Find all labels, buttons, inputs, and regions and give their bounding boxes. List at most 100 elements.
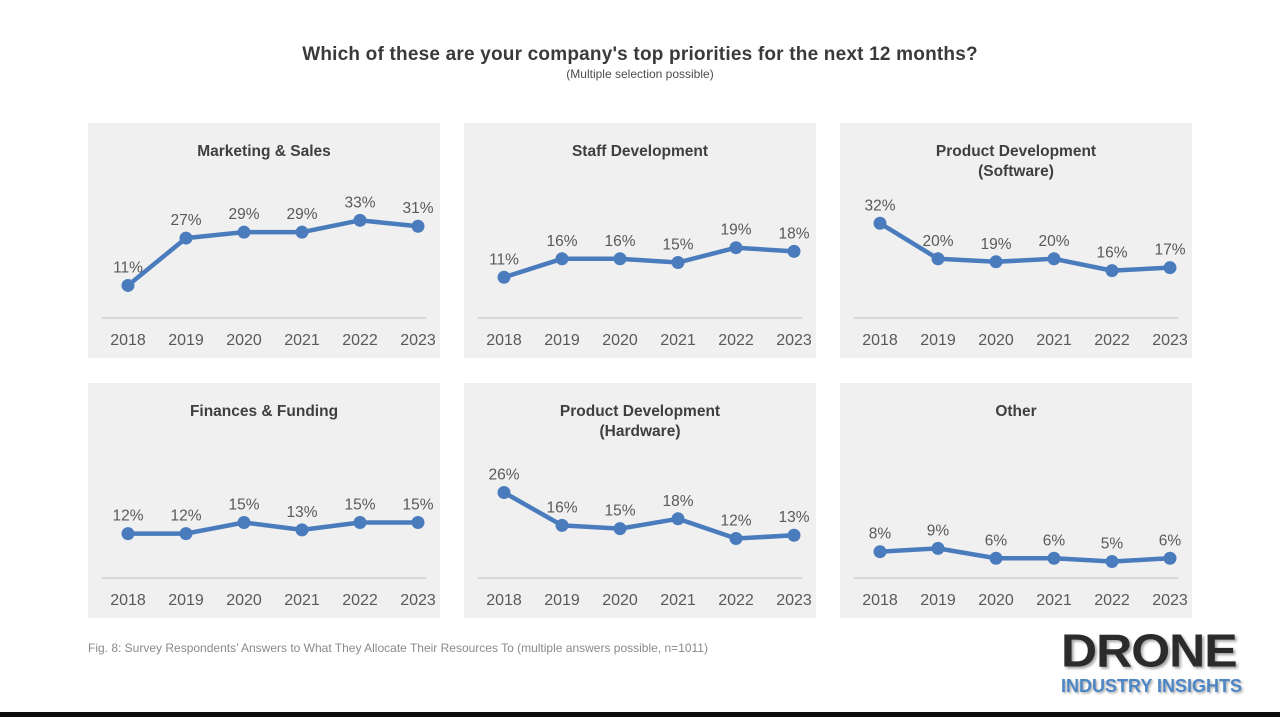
data-point-marker <box>1163 261 1177 275</box>
data-point-marker <box>497 270 511 284</box>
year-tick-label: 2020 <box>226 592 262 609</box>
trend-line <box>125 218 421 288</box>
data-point-label: 19% <box>980 236 1011 253</box>
chart-panel-other: 8% 2018 9% 2019 6% 2020 6% 2021 5% 2022 6% 2023 Oth… <box>840 383 1192 618</box>
year-tick-label: 2018 <box>862 332 898 349</box>
data-point-marker <box>237 516 251 529</box>
data-point-label: 6% <box>1043 532 1066 549</box>
data-point-label: 32% <box>864 197 895 214</box>
data-point-marker <box>787 528 801 542</box>
data-point-label: 18% <box>662 493 693 510</box>
data-point-marker <box>411 219 425 233</box>
year-tick-label: 2019 <box>168 592 204 609</box>
year-tick-label: 2019 <box>168 332 204 349</box>
line-chart: 11% 2018 27% 2019 29% 2020 29% 2021 33% 2022 31% 20… <box>102 194 436 349</box>
year-tick-label: 2018 <box>862 592 898 609</box>
data-point-label: 11% <box>113 259 143 276</box>
data-point-marker <box>1047 252 1061 266</box>
year-tick-label: 2021 <box>660 592 696 609</box>
line-chart: 12% 2018 12% 2019 15% 2020 13% 2021 15% 2022 15% 20… <box>102 497 436 609</box>
data-point-marker <box>1105 555 1119 569</box>
data-point-marker <box>873 545 887 559</box>
data-point-label: 20% <box>922 233 953 250</box>
year-tick-label: 2022 <box>342 592 378 609</box>
data-point-label: 12% <box>112 508 143 525</box>
data-point-label: 15% <box>604 503 635 520</box>
data-point-label: 13% <box>286 504 317 521</box>
year-tick-label: 2022 <box>718 592 754 609</box>
data-point-marker <box>671 512 685 526</box>
data-point-label: 15% <box>344 497 375 514</box>
bottom-divider <box>0 712 1280 717</box>
year-tick-label: 2019 <box>920 332 956 349</box>
year-tick-label: 2023 <box>400 592 436 609</box>
data-point-marker <box>787 244 801 258</box>
data-point-marker <box>179 231 193 245</box>
year-tick-label: 2018 <box>486 332 522 349</box>
logo-tagline: INDUSTRY INSIGHTS <box>1061 676 1243 696</box>
data-point-label: 11% <box>489 251 519 268</box>
data-point-marker <box>1163 551 1177 565</box>
data-point-marker <box>989 551 1003 565</box>
data-point-marker <box>989 255 1003 269</box>
data-point-label: 6% <box>985 532 1008 549</box>
data-point-marker <box>873 216 887 230</box>
line-chart: 11% 2018 16% 2019 16% 2020 15% 2021 19% 2022 18% 20… <box>478 222 812 349</box>
data-point-label: 33% <box>344 194 375 211</box>
chart-panel-marketing-sales: 11% 2018 27% 2019 29% 2020 29% 2021 33% 2022 31% 20… <box>88 123 440 358</box>
data-point-label: 15% <box>662 237 693 254</box>
chart-panel-product-dev-hardware: 26% 2018 16% 2019 15% 2020 18% 2021 12% 2022 13% 20… <box>464 383 816 618</box>
year-tick-label: 2018 <box>110 332 146 349</box>
year-tick-label: 2020 <box>226 332 262 349</box>
data-point-label: 16% <box>546 499 577 516</box>
drone-industry-insights-logo: DRONE INDUSTRY INSIGHTS <box>1061 628 1251 695</box>
data-point-label: 12% <box>170 508 201 525</box>
year-tick-label: 2021 <box>284 332 320 349</box>
data-point-marker <box>555 252 569 266</box>
year-tick-label: 2023 <box>400 332 436 349</box>
line-chart: 26% 2018 16% 2019 15% 2020 18% 2021 12% 2022 13% 20… <box>478 466 812 609</box>
page-subtitle: (Multiple selection possible) <box>566 67 714 81</box>
year-tick-label: 2019 <box>544 332 580 349</box>
year-tick-label: 2023 <box>1152 332 1188 349</box>
year-tick-label: 2018 <box>110 592 146 609</box>
data-point-label: 27% <box>170 212 201 229</box>
year-tick-label: 2020 <box>602 332 638 349</box>
data-point-label: 18% <box>778 225 809 242</box>
chart-panel-staff-development: 11% 2018 16% 2019 16% 2020 15% 2021 19% 2022 18% 20… <box>464 123 816 358</box>
data-point-marker <box>497 485 511 499</box>
year-tick-label: 2020 <box>602 592 638 609</box>
line-chart: 8% 2018 9% 2019 6% 2020 6% 2021 5% 2022 6% 2023 <box>854 522 1188 609</box>
data-point-label: 31% <box>402 200 433 217</box>
data-point-label: 19% <box>720 222 751 239</box>
trend-line <box>877 546 1173 564</box>
data-point-label: 26% <box>488 466 519 483</box>
data-point-marker <box>729 241 743 255</box>
chart-panel-finances-funding: 12% 2018 12% 2019 15% 2020 13% 2021 15% 2022 15% 20… <box>88 383 440 618</box>
year-tick-label: 2021 <box>1036 592 1072 609</box>
data-point-marker <box>121 278 135 292</box>
data-point-marker <box>295 523 309 537</box>
data-point-label: 20% <box>1038 233 1069 250</box>
data-point-marker <box>295 225 309 239</box>
data-point-marker <box>613 522 627 536</box>
data-point-label: 17% <box>1154 242 1185 259</box>
data-point-label: 16% <box>604 233 635 250</box>
year-tick-label: 2021 <box>1036 332 1072 349</box>
year-tick-label: 2019 <box>920 592 956 609</box>
year-tick-label: 2021 <box>660 332 696 349</box>
data-point-marker <box>179 527 193 541</box>
data-point-marker <box>613 252 627 266</box>
data-point-label: 15% <box>402 497 433 514</box>
data-point-marker <box>121 527 135 541</box>
year-tick-label: 2022 <box>1094 332 1130 349</box>
data-point-marker <box>1047 551 1061 565</box>
data-point-marker <box>931 541 945 555</box>
chart-panel-product-dev-software: 32% 2018 20% 2019 19% 2020 20% 2021 16% 2022 17% 20… <box>840 123 1192 358</box>
data-point-label: 5% <box>1101 536 1124 553</box>
data-point-label: 29% <box>228 206 259 223</box>
year-tick-label: 2022 <box>718 332 754 349</box>
data-point-marker <box>353 213 367 227</box>
data-point-label: 29% <box>286 206 317 223</box>
